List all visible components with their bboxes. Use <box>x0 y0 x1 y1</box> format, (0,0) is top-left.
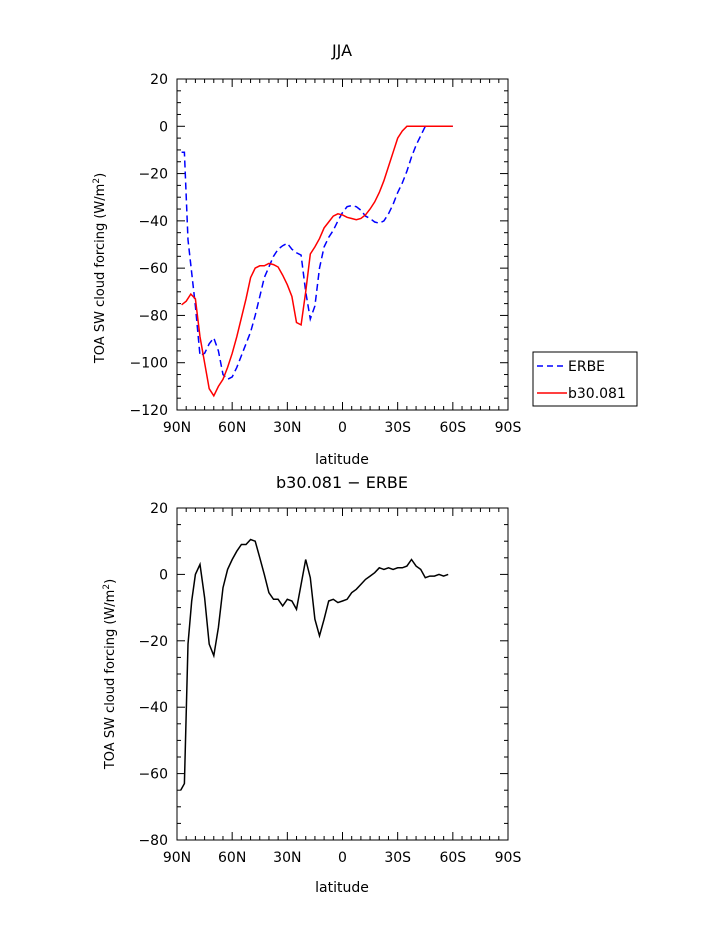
bottom-x-tick-label: 90S <box>495 850 522 866</box>
top-chart-title: JJA <box>331 41 352 60</box>
bottom-plot-frame <box>176 507 509 841</box>
bottom-y-tick-label: −40 <box>138 700 168 716</box>
bottom-chart-plot-area: 90N 60N 30N 0 30S 60S 90S 20 0 −20 −40 −60 −80 <box>138 501 521 866</box>
top-x-tick-label: 30S <box>384 420 411 436</box>
top-y-tick-label: −120 <box>130 403 168 419</box>
top-y-tick-label: −40 <box>138 214 168 230</box>
top-y-tick-label: −60 <box>138 261 168 277</box>
top-chart-ylabel: TOA SW cloud forcing (W/m2) <box>92 173 108 364</box>
top-chart-panel: JJA 90N 60N 30N 0 30S 60S 90S 20 0 −20 −40 −60 −80 −1… <box>92 41 638 468</box>
top-series-line-erbe <box>181 125 453 381</box>
top-x-tick-label: 60N <box>218 420 246 436</box>
bottom-x-tick-label: 60N <box>218 850 246 866</box>
top-chart-plot-area: 90N 60N 30N 0 30S 60S 90S 20 0 −20 −40 −60 −80 −100 −1… <box>130 72 522 436</box>
bottom-chart-panel: b30.081 − ERBE 90N 60N 30N 0 30S 60S 90S 20 0 −20… <box>102 473 521 896</box>
top-x-tick-label: 0 <box>338 420 347 436</box>
bottom-y-tick-label: −80 <box>138 833 168 849</box>
top-series-line-b30081 <box>181 125 453 398</box>
legend-label-erbe: ERBE <box>568 359 605 375</box>
bottom-chart-ylabel: TOA SW cloud forcing (W/m2) <box>102 579 118 770</box>
top-y-tick-label: −100 <box>130 356 168 372</box>
bottom-x-tick-label: 60S <box>439 850 466 866</box>
top-y-tick-label: 0 <box>159 119 168 135</box>
bottom-x-tick-label: 30N <box>273 850 301 866</box>
top-y-tick-label: −20 <box>138 167 168 183</box>
bottom-chart-xlabel: latitude <box>315 880 369 896</box>
bottom-x-tick-label: 90N <box>163 850 191 866</box>
top-y-tick-label: −80 <box>138 308 168 324</box>
bottom-y-tick-label: 0 <box>159 567 168 583</box>
top-x-tick-label: 90S <box>495 420 522 436</box>
top-plot-frame <box>176 78 509 411</box>
legend-box <box>532 351 638 407</box>
bottom-x-tick-label: 0 <box>338 850 347 866</box>
bottom-y-tick-label: −60 <box>138 767 168 783</box>
legend-label-b30081: b30.081 <box>568 386 626 402</box>
legend: ERBE b30.081 <box>532 351 638 407</box>
bottom-chart-title: b30.081 − ERBE <box>276 473 408 492</box>
bottom-x-tick-label: 30S <box>384 850 411 866</box>
bottom-y-tick-label: 20 <box>150 501 168 517</box>
bottom-series-line-diff <box>180 538 449 791</box>
top-y-tick-label: 20 <box>150 72 168 88</box>
top-chart-xlabel: latitude <box>315 452 369 468</box>
top-x-tick-label: 30N <box>273 420 301 436</box>
bottom-y-tick-label: −20 <box>138 634 168 650</box>
top-x-tick-label: 90N <box>163 420 191 436</box>
top-x-tick-label: 60S <box>439 420 466 436</box>
